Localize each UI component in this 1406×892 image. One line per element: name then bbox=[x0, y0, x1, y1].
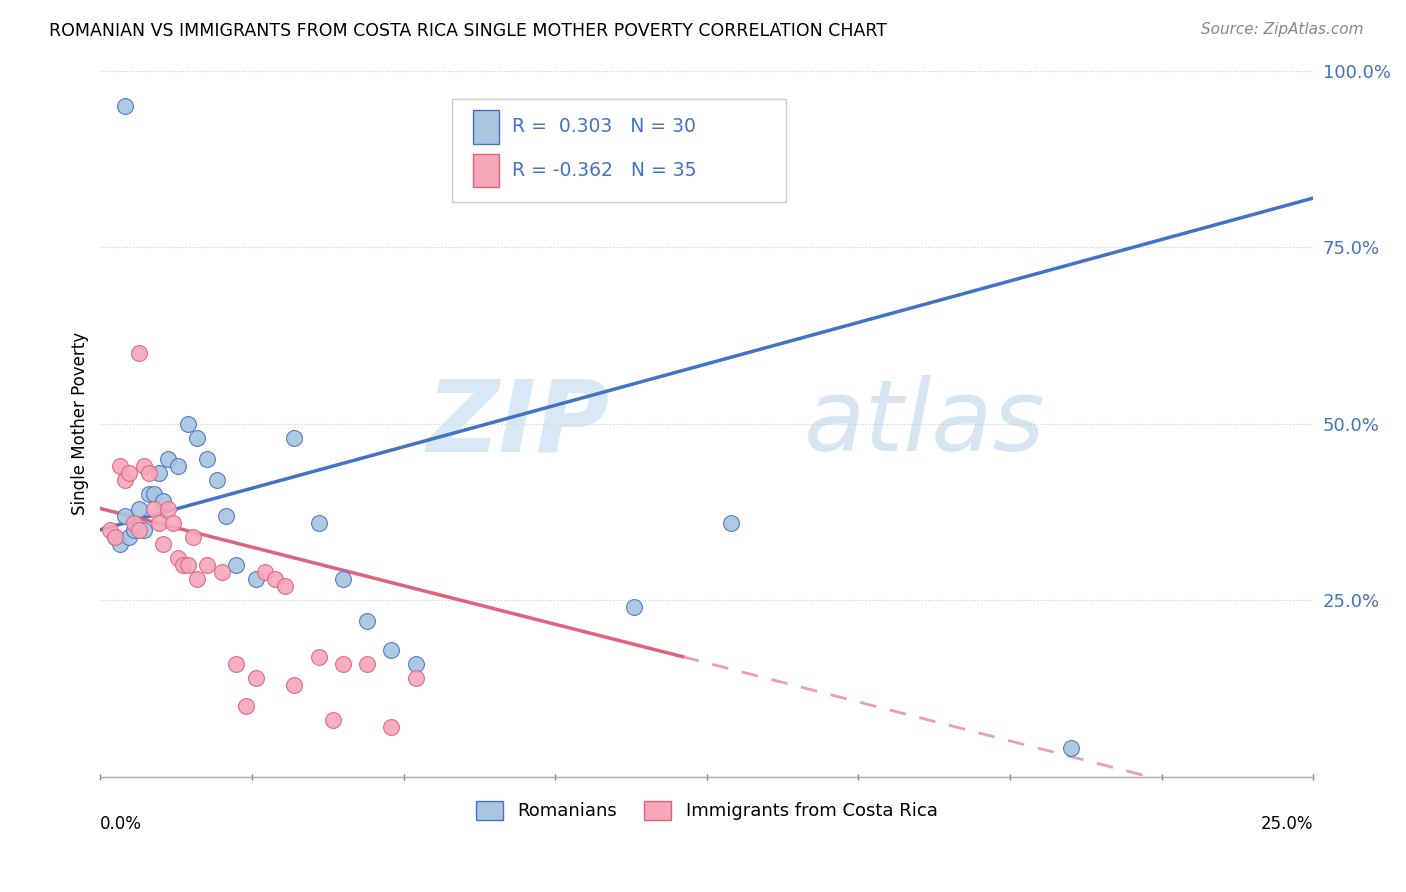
Point bbox=[322, 713, 344, 727]
FancyBboxPatch shape bbox=[472, 153, 499, 187]
Legend: Romanians, Immigrants from Costa Rica: Romanians, Immigrants from Costa Rica bbox=[468, 794, 945, 828]
Point bbox=[98, 523, 121, 537]
Point bbox=[152, 537, 174, 551]
Point bbox=[124, 523, 146, 537]
Point bbox=[138, 467, 160, 481]
Point bbox=[118, 530, 141, 544]
Point bbox=[332, 657, 354, 671]
Point bbox=[176, 417, 198, 431]
Point bbox=[195, 558, 218, 572]
Point bbox=[235, 699, 257, 714]
Point bbox=[1060, 741, 1083, 756]
Point bbox=[405, 657, 427, 671]
Point bbox=[152, 494, 174, 508]
Point bbox=[356, 615, 378, 629]
Point bbox=[128, 523, 150, 537]
Point bbox=[225, 558, 247, 572]
Point bbox=[308, 649, 330, 664]
Point bbox=[186, 431, 208, 445]
Point bbox=[114, 473, 136, 487]
Text: R =  0.303   N = 30: R = 0.303 N = 30 bbox=[512, 118, 696, 136]
Point bbox=[114, 508, 136, 523]
Point bbox=[186, 572, 208, 586]
Text: ZIP: ZIP bbox=[427, 376, 610, 473]
Point bbox=[181, 530, 204, 544]
Y-axis label: Single Mother Poverty: Single Mother Poverty bbox=[72, 333, 89, 516]
Point bbox=[274, 579, 297, 593]
Text: 25.0%: 25.0% bbox=[1261, 815, 1313, 833]
Point bbox=[380, 720, 402, 734]
Point bbox=[104, 530, 127, 544]
FancyBboxPatch shape bbox=[472, 110, 499, 144]
Point bbox=[138, 487, 160, 501]
Point bbox=[108, 537, 131, 551]
Point bbox=[623, 600, 645, 615]
Point bbox=[245, 572, 267, 586]
Text: R = -0.362   N = 35: R = -0.362 N = 35 bbox=[512, 161, 696, 180]
Point bbox=[225, 657, 247, 671]
Point bbox=[720, 516, 742, 530]
Point bbox=[162, 516, 184, 530]
Point bbox=[211, 565, 233, 579]
Point bbox=[167, 550, 190, 565]
Point bbox=[283, 431, 305, 445]
Point bbox=[157, 501, 180, 516]
Point bbox=[128, 501, 150, 516]
Point bbox=[254, 565, 277, 579]
Point bbox=[157, 452, 180, 467]
Point bbox=[132, 459, 155, 474]
Point bbox=[264, 572, 287, 586]
Point bbox=[356, 657, 378, 671]
Point bbox=[380, 642, 402, 657]
Text: ROMANIAN VS IMMIGRANTS FROM COSTA RICA SINGLE MOTHER POVERTY CORRELATION CHART: ROMANIAN VS IMMIGRANTS FROM COSTA RICA S… bbox=[49, 22, 887, 40]
Point bbox=[205, 473, 228, 487]
Point bbox=[114, 99, 136, 113]
Text: atlas: atlas bbox=[804, 376, 1046, 473]
Point bbox=[148, 467, 170, 481]
Point bbox=[132, 523, 155, 537]
Point bbox=[215, 508, 238, 523]
Point bbox=[142, 487, 165, 501]
Point bbox=[142, 501, 165, 516]
Point bbox=[405, 671, 427, 685]
Point bbox=[124, 516, 146, 530]
FancyBboxPatch shape bbox=[453, 99, 786, 202]
Text: Source: ZipAtlas.com: Source: ZipAtlas.com bbox=[1201, 22, 1364, 37]
Point bbox=[283, 678, 305, 692]
Text: 0.0%: 0.0% bbox=[100, 815, 142, 833]
Point bbox=[195, 452, 218, 467]
Point bbox=[108, 459, 131, 474]
Point bbox=[172, 558, 194, 572]
Point bbox=[167, 459, 190, 474]
Point bbox=[308, 516, 330, 530]
Point bbox=[176, 558, 198, 572]
Point bbox=[128, 346, 150, 360]
Point bbox=[118, 467, 141, 481]
Point bbox=[245, 671, 267, 685]
Point bbox=[332, 572, 354, 586]
Point bbox=[148, 516, 170, 530]
Point bbox=[104, 530, 127, 544]
